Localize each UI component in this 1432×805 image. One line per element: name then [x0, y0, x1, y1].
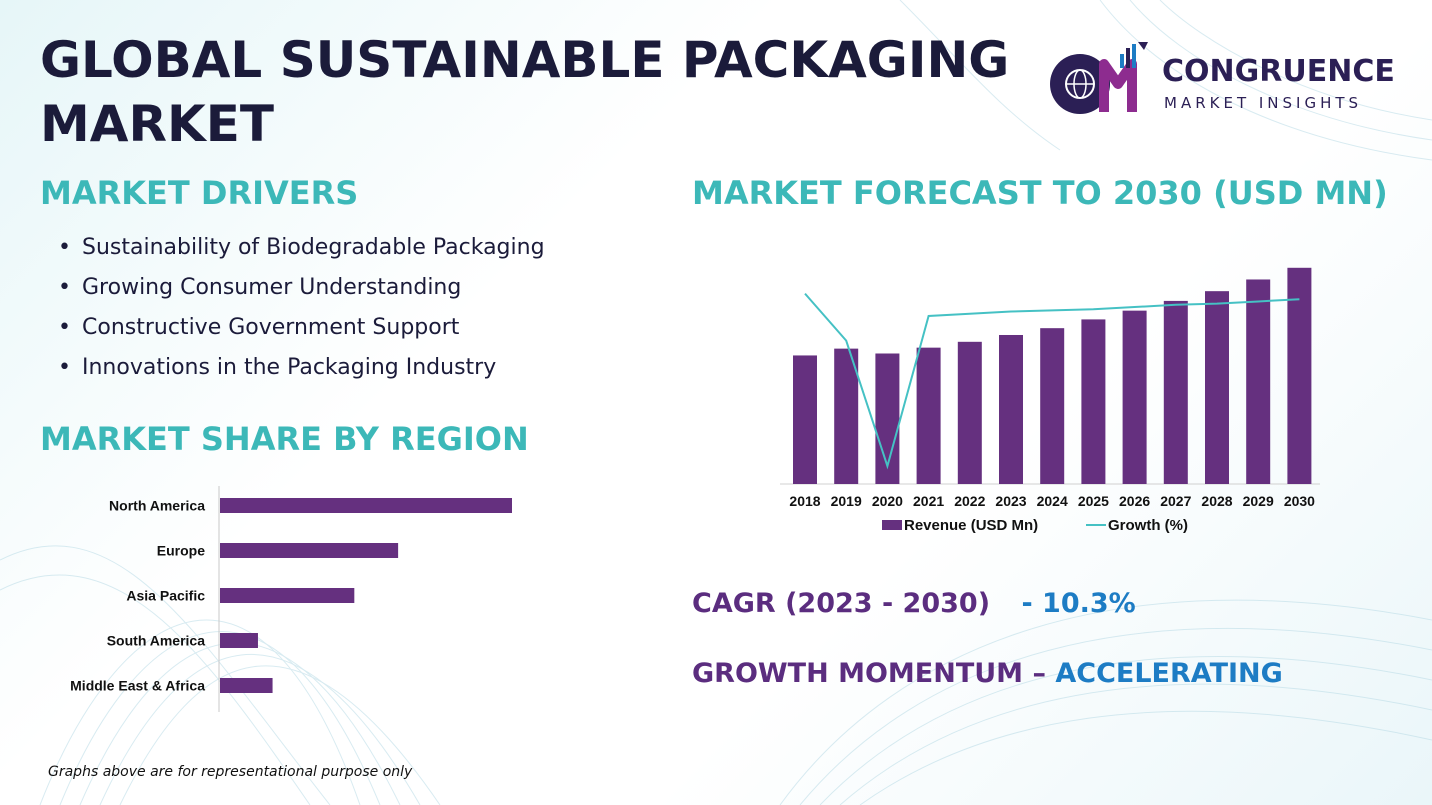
region-tick-label: Europe	[157, 543, 205, 559]
year-tick-label: 2029	[1243, 493, 1274, 509]
year-tick-label: 2026	[1119, 493, 1150, 509]
revenue-bar	[957, 341, 982, 484]
year-tick-label: 2018	[789, 493, 820, 509]
region-bar	[220, 588, 355, 603]
page-title: GLOBAL SUSTAINABLE PACKAGING MARKET	[40, 31, 1010, 153]
footnote: Graphs above are for representational pu…	[48, 764, 413, 780]
revenue-bar	[1246, 279, 1271, 484]
year-tick-label: 2028	[1201, 493, 1232, 509]
region-tick-label: South America	[107, 633, 205, 649]
growth-line	[804, 292, 1300, 470]
region-bar	[220, 633, 258, 648]
year-tick-label: 2021	[913, 493, 944, 509]
revenue-bar	[1122, 310, 1147, 484]
year-tick-label: 2023	[995, 493, 1026, 509]
year-tick-label: 2025	[1078, 493, 1109, 509]
revenue-bar	[1040, 328, 1065, 484]
year-tick-label: 2020	[872, 493, 903, 509]
region-tick-label: Asia Pacific	[126, 588, 205, 604]
region-tick-label: Middle East & Africa	[70, 678, 205, 694]
region-bar	[220, 498, 512, 513]
cagr-line: CAGR (2023 - 2030) - 10.3%	[692, 588, 1136, 619]
revenue-bar	[1205, 291, 1229, 484]
legend-growth-label: Growth (%)	[1108, 517, 1188, 534]
legend-revenue-swatch	[882, 520, 902, 530]
year-tick-label: 2024	[1037, 493, 1068, 509]
market-forecast-heading: MARKET FORECAST TO 2030 (USD MN)	[692, 174, 1388, 212]
cagr-value: - 10.3%	[1021, 588, 1136, 619]
growth-momentum-line: GROWTH MOMENTUM – ACCELERATING	[692, 658, 1283, 689]
revenue-bar	[834, 348, 859, 484]
market-share-heading: MARKET SHARE BY REGION	[40, 420, 529, 458]
market-drivers-heading: MARKET DRIVERS	[40, 174, 359, 212]
year-tick-label: 2022	[954, 493, 985, 509]
driver-item: Innovations in the Packaging Industry	[58, 348, 545, 388]
revenue-bar	[999, 334, 1023, 484]
region-bar	[220, 678, 273, 693]
momentum-value: ACCELERATING	[1055, 658, 1283, 689]
market-forecast-chart: 2018 2019 2020 2021 2022 2023 2024 2025 2026 2027…	[780, 267, 1320, 534]
driver-item: Sustainability of Biodegradable Packagin…	[58, 228, 545, 268]
revenue-bar	[875, 353, 900, 484]
logo-subtitle: MARKET INSIGHTS	[1164, 94, 1363, 112]
revenue-bar	[793, 355, 817, 484]
legend-revenue-label: Revenue (USD Mn)	[904, 517, 1038, 534]
revenue-bar	[1081, 319, 1106, 484]
revenue-bar	[916, 347, 941, 484]
momentum-label: GROWTH MOMENTUM –	[692, 658, 1046, 689]
market-drivers-list: Sustainability of Biodegradable Packagin…	[58, 228, 545, 388]
revenue-bar	[1287, 267, 1312, 484]
logo-mark-icon	[1050, 42, 1148, 114]
year-tick-label: 2019	[831, 493, 862, 509]
region-bar	[220, 543, 399, 558]
region-tick-label: North America	[109, 498, 205, 514]
revenue-bar	[1163, 300, 1188, 484]
driver-item: Growing Consumer Understanding	[58, 268, 545, 308]
year-tick-label: 2027	[1160, 493, 1191, 509]
driver-item: Constructive Government Support	[58, 308, 545, 348]
logo-name: CONGRUENCE	[1162, 54, 1395, 89]
region-share-chart: North America Europe Asia Pacific South Ame…	[70, 486, 512, 712]
cagr-label: CAGR (2023 - 2030)	[692, 588, 991, 619]
company-logo: CONGRUENCE MARKET INSIGHTS	[1046, 40, 1406, 120]
year-tick-label: 2030	[1284, 493, 1315, 509]
